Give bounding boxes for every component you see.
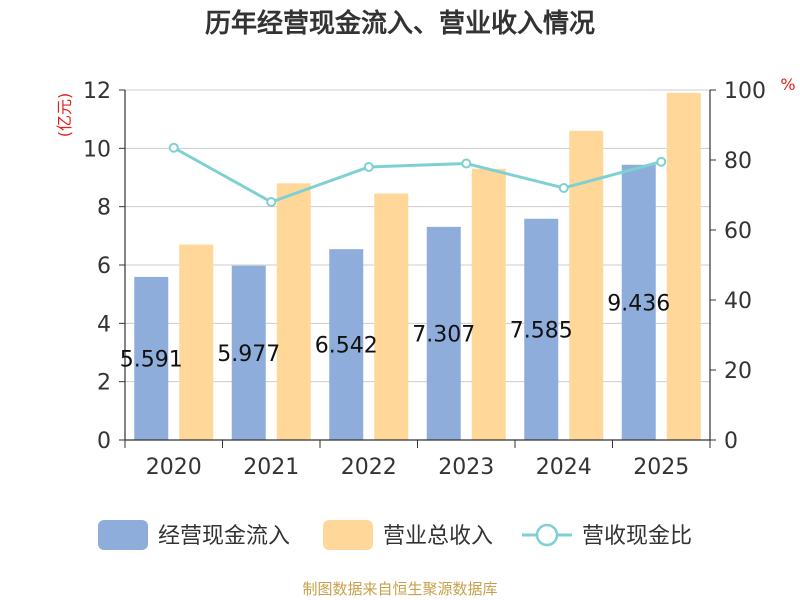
bar-cash-inflow [621, 164, 656, 441]
ratio-point [656, 156, 667, 167]
bar-cash-inflow [329, 249, 364, 440]
y-left-tick: 2 [97, 371, 111, 396]
y-right-tick: 20 [724, 359, 752, 384]
data-label-cash-inflow: 9.436 [607, 291, 670, 316]
legend-swatch-cash-inflow [98, 520, 148, 550]
legend-marker-ratio [535, 523, 559, 547]
bar-revenue [374, 193, 409, 440]
y-left-tick: 10 [83, 137, 111, 162]
legend-label-revenue: 营业总收入 [383, 524, 493, 549]
x-tick: 2022 [341, 455, 397, 480]
data-label-cash-inflow: 7.585 [510, 318, 573, 343]
y-right-tick: 0 [724, 429, 738, 454]
bar-cash-inflow [426, 226, 461, 440]
bar-cash-inflow [231, 265, 266, 440]
legend-label-cash-inflow: 经营现金流入 [158, 524, 290, 549]
source-note: 制图数据来自恒生聚源数据库 [302, 580, 497, 598]
bar-revenue [179, 244, 214, 440]
data-label-cash-inflow: 5.591 [120, 347, 183, 372]
data-label-cash-inflow: 5.977 [217, 342, 280, 367]
x-tick: 2024 [536, 455, 592, 480]
y-right-tick: 100 [724, 79, 766, 104]
y-right-tick: 80 [724, 149, 752, 174]
ratio-point [558, 183, 569, 193]
legend-label-ratio: 营收现金比 [582, 524, 692, 549]
legend-swatch-revenue [323, 520, 373, 550]
y-left-tick: 4 [97, 312, 111, 337]
bar-revenue [666, 92, 701, 441]
ratio-point [461, 158, 472, 169]
y-left-tick: 6 [97, 254, 111, 279]
bar-cash-inflow [134, 276, 169, 440]
legend: 经营现金流入 营业总收入 营收现金比 [98, 520, 692, 550]
y-right-tick: 40 [724, 289, 752, 314]
x-tick: 2020 [146, 455, 202, 480]
ratio-point [168, 142, 179, 153]
y-left-tick: 12 [83, 79, 111, 104]
y-left-tick: 0 [97, 429, 111, 454]
data-labels: 5.591 5.977 6.542 7.307 7.585 9.436 [120, 291, 670, 372]
y-right-tick: 60 [724, 219, 752, 244]
y-left-unit: (亿元) [55, 93, 74, 138]
grid-lines [125, 89, 710, 383]
bar-revenue [276, 183, 311, 441]
bars [134, 92, 701, 441]
y-right-unit: % [780, 75, 795, 94]
ratio-line [168, 142, 667, 207]
bar-revenue [471, 168, 506, 440]
chart-title: 历年经营现金流入、营业收入情况 [205, 8, 595, 39]
axes: 0 2 4 6 8 10 12 0 20 40 60 80 100 2020 2021 2022 2023 202… [83, 79, 766, 480]
x-tick: 2025 [633, 455, 689, 480]
bar-cash-inflow [524, 218, 559, 440]
y-left-tick: 8 [97, 196, 111, 221]
ratio-point [363, 162, 374, 172]
data-label-cash-inflow: 7.307 [412, 322, 475, 347]
x-tick: 2021 [243, 455, 299, 480]
data-label-cash-inflow: 6.542 [315, 334, 378, 359]
x-tick: 2023 [438, 455, 494, 480]
ratio-point [266, 197, 277, 207]
ratio-line-path [173, 146, 662, 204]
